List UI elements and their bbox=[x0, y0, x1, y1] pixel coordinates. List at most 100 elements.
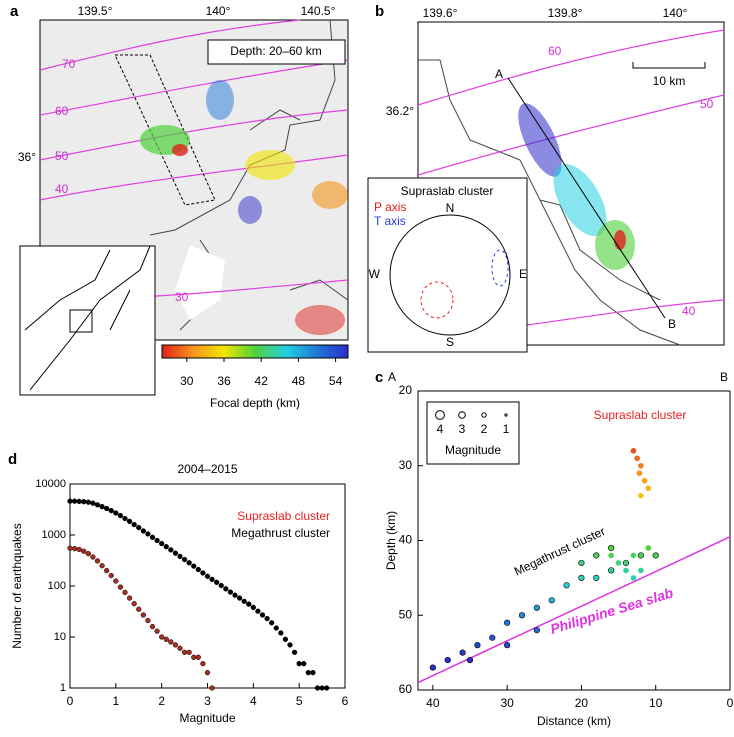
legend-title: Magnitude bbox=[445, 443, 501, 457]
contour bbox=[39, 109, 349, 161]
point bbox=[159, 540, 165, 547]
point bbox=[200, 661, 206, 667]
quake bbox=[466, 656, 474, 664]
profile-end: B bbox=[668, 317, 676, 331]
colorbar-tick-label: 30 bbox=[180, 374, 194, 388]
point bbox=[67, 545, 73, 551]
contour bbox=[417, 29, 725, 106]
y-tick-label: 36.2° bbox=[386, 104, 414, 118]
x-tick-label: 139.8° bbox=[548, 6, 583, 20]
x-tick-label: 0 bbox=[727, 696, 734, 710]
point bbox=[209, 685, 215, 691]
point bbox=[145, 617, 151, 624]
point bbox=[104, 567, 110, 574]
x-tick-label: 140.5° bbox=[301, 4, 336, 18]
point bbox=[200, 570, 206, 576]
inset-box bbox=[69, 309, 93, 333]
point bbox=[214, 579, 220, 585]
legend-size: 3 bbox=[459, 422, 466, 436]
point bbox=[94, 558, 101, 564]
inset-map bbox=[19, 245, 156, 396]
panel-label: d bbox=[8, 451, 17, 468]
quake bbox=[563, 582, 570, 589]
quake bbox=[638, 492, 644, 499]
cluster-label: Megathrust cluster bbox=[512, 524, 607, 578]
point bbox=[181, 556, 188, 563]
inset-title: Supraslab cluster bbox=[401, 184, 494, 198]
profile-start: A bbox=[388, 370, 396, 384]
point bbox=[163, 544, 169, 550]
quake bbox=[630, 448, 637, 454]
point bbox=[319, 685, 325, 691]
colorbar-label: Focal depth (km) bbox=[210, 396, 300, 410]
x-tick-label: 4 bbox=[250, 694, 257, 708]
contour bbox=[39, 154, 349, 201]
compass-e: E bbox=[519, 267, 527, 281]
y-tick-label: 20 bbox=[399, 383, 413, 397]
x-axis-label: Magnitude bbox=[179, 711, 235, 725]
point bbox=[122, 515, 128, 522]
quake bbox=[630, 552, 637, 559]
cluster bbox=[614, 230, 626, 250]
x-tick-label: 20 bbox=[575, 696, 589, 710]
point bbox=[278, 630, 284, 636]
profile-start: A bbox=[495, 67, 503, 81]
point bbox=[168, 547, 174, 553]
contour bbox=[39, 59, 349, 116]
quake bbox=[630, 575, 637, 581]
point bbox=[204, 669, 211, 676]
point bbox=[181, 649, 188, 656]
contour-label: 60 bbox=[548, 44, 562, 58]
x-tick-label: 139.5° bbox=[78, 4, 113, 18]
slab-line bbox=[417, 536, 731, 684]
y-tick-label: 40 bbox=[399, 533, 413, 547]
x-tick-label: 0 bbox=[67, 694, 74, 708]
x-tick-label: 140° bbox=[663, 6, 688, 20]
x-tick-label: 40 bbox=[426, 696, 440, 710]
coastline bbox=[149, 19, 349, 331]
scale-label: 10 km bbox=[653, 74, 686, 88]
quake bbox=[652, 552, 659, 559]
point bbox=[223, 586, 229, 592]
y-tick-label: 1000 bbox=[42, 529, 66, 541]
cluster bbox=[245, 150, 295, 180]
point bbox=[131, 521, 137, 528]
y-axis-label: Depth (km) bbox=[384, 511, 398, 570]
quake bbox=[429, 664, 436, 671]
point bbox=[291, 649, 298, 656]
y-tick-label: 36° bbox=[18, 150, 36, 164]
quake bbox=[634, 455, 640, 462]
coastline bbox=[418, 59, 681, 346]
point bbox=[154, 537, 160, 544]
x-tick-label: 6 bbox=[342, 694, 349, 708]
cluster bbox=[312, 181, 348, 209]
colorbar-bar bbox=[161, 344, 349, 359]
point bbox=[104, 505, 110, 512]
point bbox=[71, 545, 78, 552]
bay bbox=[175, 245, 225, 320]
point bbox=[218, 582, 224, 589]
y-tick-label: 10000 bbox=[35, 478, 66, 490]
cluster-label: Supraslab cluster bbox=[594, 408, 687, 422]
point bbox=[255, 608, 261, 614]
point bbox=[149, 534, 156, 540]
legend-marker bbox=[504, 413, 508, 417]
colorbar: 30 36 42 48 54 bbox=[161, 344, 349, 388]
point bbox=[126, 518, 133, 525]
compass-w: W bbox=[369, 267, 381, 281]
point bbox=[305, 669, 311, 676]
panel-label: b bbox=[375, 3, 384, 20]
contour-label: 40 bbox=[682, 304, 696, 318]
legend-box bbox=[426, 401, 520, 465]
point bbox=[250, 604, 256, 611]
point bbox=[76, 498, 82, 505]
t-axis-label: T axis bbox=[374, 214, 406, 228]
quake bbox=[504, 642, 511, 649]
quake bbox=[504, 619, 511, 626]
point bbox=[232, 592, 238, 598]
y-tick-label: 10 bbox=[54, 631, 66, 643]
legend-marker bbox=[458, 411, 466, 419]
legend-size: 1 bbox=[503, 422, 510, 436]
contour-label: 30 bbox=[175, 290, 189, 304]
